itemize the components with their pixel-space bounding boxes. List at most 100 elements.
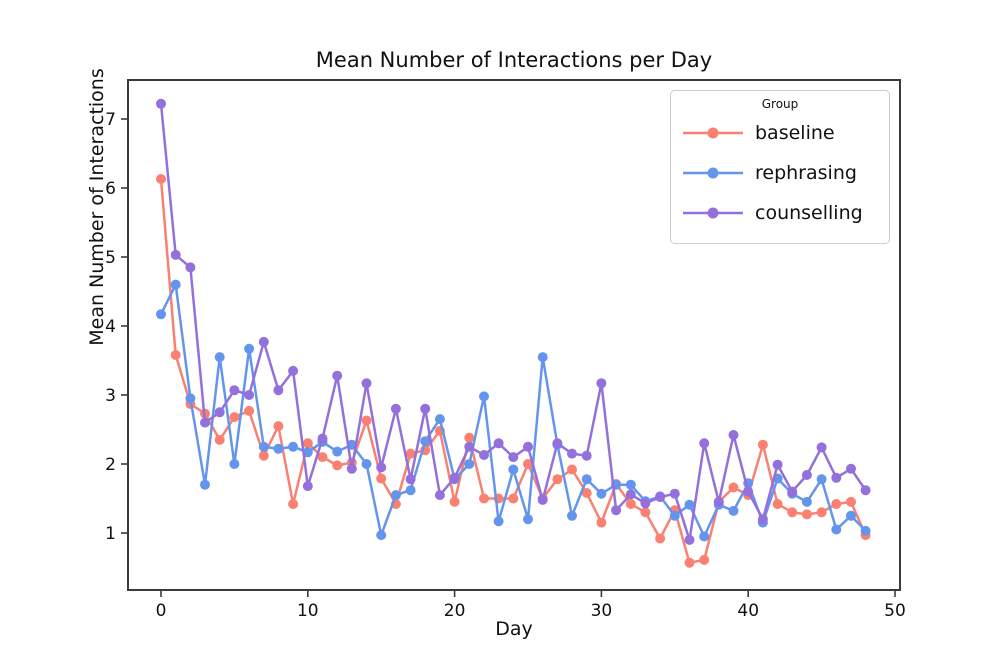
- data-point-baseline: [625, 499, 636, 509]
- data-point-baseline: [302, 438, 313, 449]
- data-point-baseline: [464, 432, 475, 443]
- data-point-baseline: [156, 174, 166, 184]
- data-point-counselling: [376, 462, 387, 473]
- data-point-counselling: [743, 486, 754, 497]
- data-point-rephrasing: [479, 391, 489, 402]
- data-point-counselling: [713, 496, 724, 507]
- data-point-rephrasing: [728, 505, 739, 516]
- data-point-counselling: [508, 452, 519, 463]
- data-point-counselling: [567, 448, 577, 459]
- data-point-rephrasing: [302, 447, 313, 458]
- legend-label-counselling: counselling: [755, 202, 863, 224]
- y-tick-label: 3: [105, 386, 116, 406]
- data-point-counselling: [346, 463, 357, 474]
- data-point-counselling: [479, 450, 489, 460]
- data-point-rephrasing: [288, 441, 299, 452]
- legend-item-rephrasing: rephrasing: [681, 153, 879, 193]
- data-point-counselling: [405, 474, 416, 485]
- counselling-line-marker-icon: [683, 207, 743, 219]
- data-point-rephrasing: [156, 309, 166, 320]
- legend-item-baseline: baseline: [681, 113, 879, 153]
- data-point-counselling: [434, 490, 445, 501]
- data-point-counselling: [581, 450, 592, 461]
- data-point-rephrasing: [390, 490, 401, 501]
- data-point-counselling: [449, 472, 460, 483]
- data-point-counselling: [302, 481, 313, 492]
- data-point-counselling: [390, 403, 401, 414]
- data-point-rephrasing: [244, 343, 255, 354]
- data-point-baseline: [772, 499, 783, 509]
- data-point-rephrasing: [361, 459, 372, 469]
- data-point-counselling: [816, 442, 827, 453]
- x-tick-label: 30: [591, 601, 613, 621]
- data-point-rephrasing: [596, 488, 607, 499]
- data-point-counselling: [200, 417, 210, 428]
- data-point-counselling: [288, 365, 299, 376]
- data-point-rephrasing: [846, 510, 856, 521]
- data-point-rephrasing: [537, 352, 548, 363]
- data-point-rephrasing: [229, 459, 240, 469]
- data-point-baseline: [831, 499, 842, 509]
- data-point-baseline: [332, 460, 343, 471]
- data-point-counselling: [625, 489, 636, 500]
- data-point-counselling: [699, 438, 710, 449]
- data-point-counselling: [684, 534, 695, 545]
- data-point-baseline: [816, 507, 827, 518]
- data-point-rephrasing: [508, 464, 519, 475]
- data-point-counselling: [655, 492, 666, 503]
- data-point-rephrasing: [200, 479, 210, 490]
- legend-label-rephrasing: rephrasing: [755, 162, 857, 184]
- data-point-baseline: [846, 496, 856, 507]
- data-point-baseline: [728, 482, 739, 493]
- data-point-counselling: [787, 486, 798, 497]
- x-tick-label: 10: [297, 601, 319, 621]
- data-point-rephrasing: [860, 525, 871, 536]
- data-point-counselling: [229, 385, 240, 396]
- data-point-counselling: [214, 407, 225, 418]
- data-point-rephrasing: [170, 279, 181, 290]
- data-point-baseline: [757, 439, 768, 450]
- data-point-counselling: [640, 498, 651, 509]
- data-point-baseline: [479, 493, 489, 504]
- data-point-counselling: [244, 390, 255, 400]
- data-point-rephrasing: [420, 436, 431, 447]
- data-point-counselling: [317, 433, 328, 444]
- x-tick-label: 20: [444, 601, 466, 621]
- data-point-baseline: [376, 473, 387, 484]
- data-point-rephrasing: [831, 524, 842, 535]
- data-point-rephrasing: [581, 474, 592, 485]
- y-tick-label: 6: [105, 179, 116, 199]
- y-tick-label: 1: [105, 524, 116, 544]
- data-point-counselling: [493, 438, 504, 449]
- data-point-counselling: [170, 249, 181, 260]
- data-point-rephrasing: [493, 516, 504, 527]
- data-point-baseline: [655, 533, 666, 544]
- data-point-rephrasing: [567, 510, 577, 521]
- y-tick-label: 2: [105, 455, 116, 475]
- data-point-baseline: [214, 434, 225, 445]
- data-point-baseline: [552, 474, 563, 485]
- data-point-rephrasing: [816, 474, 827, 485]
- data-point-baseline: [581, 488, 592, 498]
- data-point-counselling: [537, 494, 548, 505]
- data-point-counselling: [669, 488, 680, 499]
- rephrasing-line-marker-icon: [683, 167, 743, 179]
- data-point-baseline: [229, 412, 240, 423]
- data-point-rephrasing: [376, 530, 387, 541]
- data-point-rephrasing: [258, 441, 269, 452]
- data-point-baseline: [405, 448, 416, 459]
- data-point-counselling: [552, 438, 563, 449]
- data-point-baseline: [787, 507, 798, 518]
- data-point-rephrasing: [405, 485, 416, 496]
- data-point-rephrasing: [699, 531, 710, 542]
- data-point-rephrasing: [273, 443, 284, 454]
- data-point-counselling: [258, 336, 269, 347]
- data-point-baseline: [244, 405, 255, 416]
- data-point-counselling: [772, 459, 783, 470]
- x-tick-label: 0: [156, 601, 167, 621]
- legend-title: Group: [761, 97, 799, 111]
- data-point-rephrasing: [464, 459, 475, 469]
- data-point-baseline: [596, 517, 607, 528]
